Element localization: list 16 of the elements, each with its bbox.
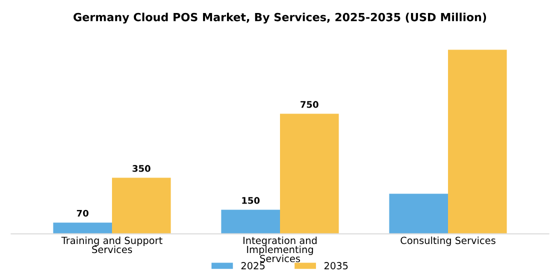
data-label: 70 — [76, 210, 88, 217]
bar — [221, 210, 280, 234]
legend-label: 2025 — [241, 262, 265, 270]
data-label: 150 — [242, 197, 260, 204]
data-label: 350 — [132, 165, 150, 172]
chart-title: Germany Cloud POS Market, By Services, 2025-2035 (USD Million) — [74, 12, 486, 24]
legend-label: 2035 — [324, 262, 348, 270]
bar — [389, 194, 448, 234]
x-tick-label: Training and Support Services — [61, 236, 162, 254]
data-label: 750 — [300, 101, 318, 108]
bar — [112, 178, 171, 234]
x-tick-label: Consulting Services — [400, 236, 496, 246]
bar — [53, 222, 112, 234]
x-tick-label: Integration and Implementing Services — [243, 236, 317, 262]
bar — [448, 50, 507, 234]
bar — [280, 114, 339, 234]
